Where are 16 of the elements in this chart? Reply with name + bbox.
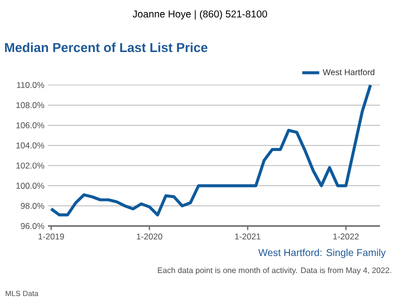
chart-title: Median Percent of Last List Price	[5, 42, 208, 52]
y-tick-label: 100.0%	[16, 182, 44, 189]
y-tick-label: 110.0%	[17, 82, 44, 88]
text: West Hartford: Single Family	[258, 248, 386, 258]
y-tick-label: 96.0%	[20, 223, 44, 229]
x-tick-label: 1-2022	[333, 234, 359, 240]
y-tick-label: 106.0%	[16, 122, 44, 128]
y-tick-label: 108.0%	[16, 102, 44, 108]
text: Joanne Hoye | (860) 521-8100	[132, 10, 268, 20]
x-tick-label: 1-2020	[136, 234, 162, 240]
legend-label: West Hartford	[322, 68, 374, 76]
y-tick-label: 102.0%	[16, 162, 44, 169]
x-tick-label: 1-2019	[38, 234, 64, 240]
x-tick-label: 1-2021	[235, 234, 260, 240]
y-tick-label: 98.0%	[20, 202, 44, 209]
y-tick-label: 104.0%	[16, 142, 44, 148]
